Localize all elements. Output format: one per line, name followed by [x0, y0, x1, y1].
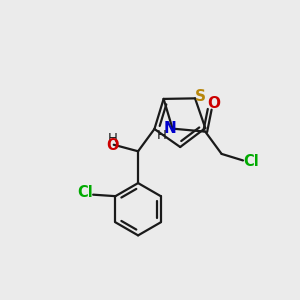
Text: N: N: [164, 121, 176, 136]
Text: H: H: [107, 132, 117, 145]
Text: O: O: [207, 97, 220, 112]
Text: H: H: [156, 129, 166, 142]
Text: Cl: Cl: [243, 154, 259, 169]
Text: O: O: [106, 138, 118, 153]
Text: Cl: Cl: [77, 185, 93, 200]
Text: S: S: [195, 89, 206, 104]
